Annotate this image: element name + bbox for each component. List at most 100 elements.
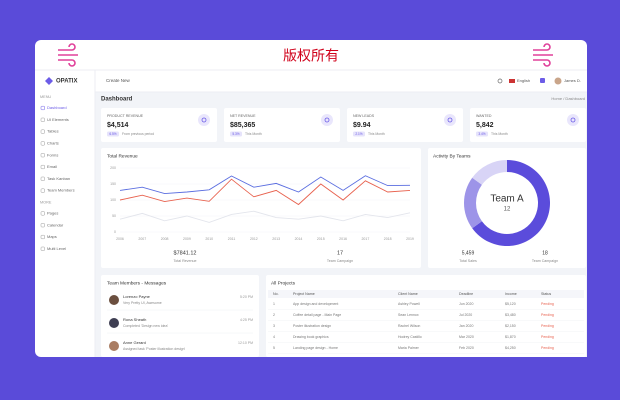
menu-icon bbox=[40, 164, 45, 170]
breadcrumb: Home / Dashboard bbox=[551, 96, 585, 101]
messages-card bbox=[101, 275, 259, 357]
stat-delta: 2.1% bbox=[355, 132, 362, 136]
table-cell: Pending bbox=[541, 324, 554, 328]
stat-note: From previous period bbox=[122, 132, 154, 136]
stat-delta-pill bbox=[107, 131, 119, 137]
stat-icon bbox=[198, 114, 210, 126]
table-cell: Feb 2020 bbox=[459, 346, 474, 350]
message-time: 12:10 PM bbox=[238, 341, 253, 345]
table-cell: Poster illustration design bbox=[293, 324, 331, 328]
menu-icon bbox=[40, 211, 45, 216]
table-cell: $2,150 bbox=[505, 324, 516, 328]
stat-value: $85,365 bbox=[230, 122, 255, 129]
activity-card bbox=[428, 148, 586, 268]
stat-icon-dot bbox=[324, 117, 330, 123]
user-avatar[interactable] bbox=[554, 77, 562, 85]
table-cell: Jun 2020 bbox=[459, 302, 473, 306]
table-cell: $4,250 bbox=[505, 346, 516, 350]
menu-item[interactable]: Dashboard bbox=[47, 105, 67, 110]
brand: OPATIX bbox=[56, 79, 77, 85]
revenue-title: Total Revenue bbox=[107, 153, 138, 159]
stat-card bbox=[347, 108, 463, 142]
table-cell: Pending bbox=[541, 335, 554, 339]
table-cell: 5 bbox=[273, 346, 275, 350]
line-series bbox=[119, 175, 411, 195]
menu-heading: MORE bbox=[40, 200, 52, 204]
x-tick-label: 2019 bbox=[406, 237, 414, 241]
user-name[interactable]: James D. bbox=[564, 78, 581, 83]
stat-card bbox=[470, 108, 586, 142]
x-tick-label: 2006 bbox=[116, 237, 124, 241]
stat-value: $4,514 bbox=[107, 122, 129, 129]
menu-item[interactable]: Team Members bbox=[47, 188, 75, 193]
table-cell: $5,120 bbox=[505, 302, 516, 306]
message-name: Rona Sheath bbox=[123, 317, 146, 322]
footer-value: 5,459 bbox=[462, 250, 475, 256]
table-cell: Hodrey Castillo bbox=[398, 335, 422, 339]
footer-value: 18 bbox=[542, 250, 548, 256]
menu-item[interactable]: Task Kanban bbox=[47, 176, 70, 181]
stat-value: $9.94 bbox=[353, 122, 371, 129]
table-cell: Jan 2020 bbox=[459, 324, 473, 328]
table-header: Status bbox=[541, 292, 551, 296]
table-header: Deadline bbox=[459, 292, 473, 296]
menu-item[interactable]: Maps bbox=[47, 234, 57, 239]
table-cell: $1,870 bbox=[505, 335, 516, 339]
stat-note: This Month bbox=[245, 132, 262, 136]
menu-item[interactable]: Pages bbox=[47, 210, 58, 215]
menu-item[interactable]: Email bbox=[47, 164, 57, 169]
stat-icon-dot bbox=[447, 117, 453, 123]
menu-icon bbox=[40, 246, 45, 251]
search-icon[interactable] bbox=[497, 78, 503, 84]
menu-icon bbox=[40, 129, 45, 134]
search-button[interactable]: Create New bbox=[106, 78, 131, 83]
avatar bbox=[109, 341, 119, 351]
x-tick-label: 2015 bbox=[317, 237, 325, 241]
table-header: No. bbox=[273, 292, 279, 296]
stat-icon bbox=[567, 114, 579, 126]
donut-segment bbox=[472, 160, 507, 185]
menu-item[interactable]: Calendar bbox=[47, 222, 64, 227]
cards bbox=[101, 148, 586, 357]
table-header: Income bbox=[505, 292, 517, 296]
table-header: Project Name bbox=[293, 292, 315, 296]
menu-item[interactable]: Forms bbox=[47, 152, 58, 157]
logo-right bbox=[533, 43, 553, 67]
menu-icon bbox=[40, 141, 45, 146]
stat-icon bbox=[321, 114, 333, 126]
menu-item[interactable]: Charts bbox=[47, 140, 59, 145]
menu-item[interactable]: UI Elements bbox=[47, 117, 69, 122]
menu-icon bbox=[40, 153, 45, 158]
table-cell: 1 bbox=[273, 302, 275, 306]
message-name: Lorenzo Payne bbox=[123, 294, 151, 299]
footer-label: Team Campaign bbox=[532, 259, 558, 263]
table-cell: Drawing book graphics bbox=[293, 335, 329, 339]
stat-label: PRODUCT REVENUE bbox=[107, 114, 144, 118]
y-tick-label: 200 bbox=[110, 166, 116, 170]
menu-icon bbox=[40, 188, 45, 193]
footer-value: $7841.12 bbox=[174, 250, 197, 256]
donut-segment bbox=[464, 177, 482, 229]
x-tick-label: 2013 bbox=[272, 237, 280, 241]
footer-label: Total Revenue bbox=[174, 259, 197, 263]
stat-icon bbox=[444, 114, 456, 126]
menu-icon bbox=[40, 234, 45, 240]
table-cell: 4 bbox=[273, 335, 275, 339]
table-cell: Pending bbox=[541, 302, 554, 306]
y-tick-label: 50 bbox=[112, 214, 116, 218]
language[interactable]: English bbox=[517, 78, 530, 83]
table-cell: Coffee detail page - Main Page bbox=[293, 313, 341, 317]
menu-item[interactable]: Multi Level bbox=[47, 246, 66, 251]
revenue-card bbox=[101, 148, 421, 268]
stat-label: NEW LEADS bbox=[353, 114, 375, 118]
menu-item[interactable]: Tables bbox=[47, 129, 59, 134]
table-cell: Sean Lennox bbox=[398, 313, 419, 317]
x-tick-label: 2008 bbox=[161, 237, 169, 241]
activity-title: Activity By Teams bbox=[433, 153, 471, 159]
brand-icon bbox=[45, 77, 53, 85]
notification-icon[interactable] bbox=[540, 78, 545, 83]
stat-card bbox=[101, 108, 217, 142]
menu-icon bbox=[40, 117, 45, 122]
message-time: 5:20 PM bbox=[240, 295, 253, 299]
